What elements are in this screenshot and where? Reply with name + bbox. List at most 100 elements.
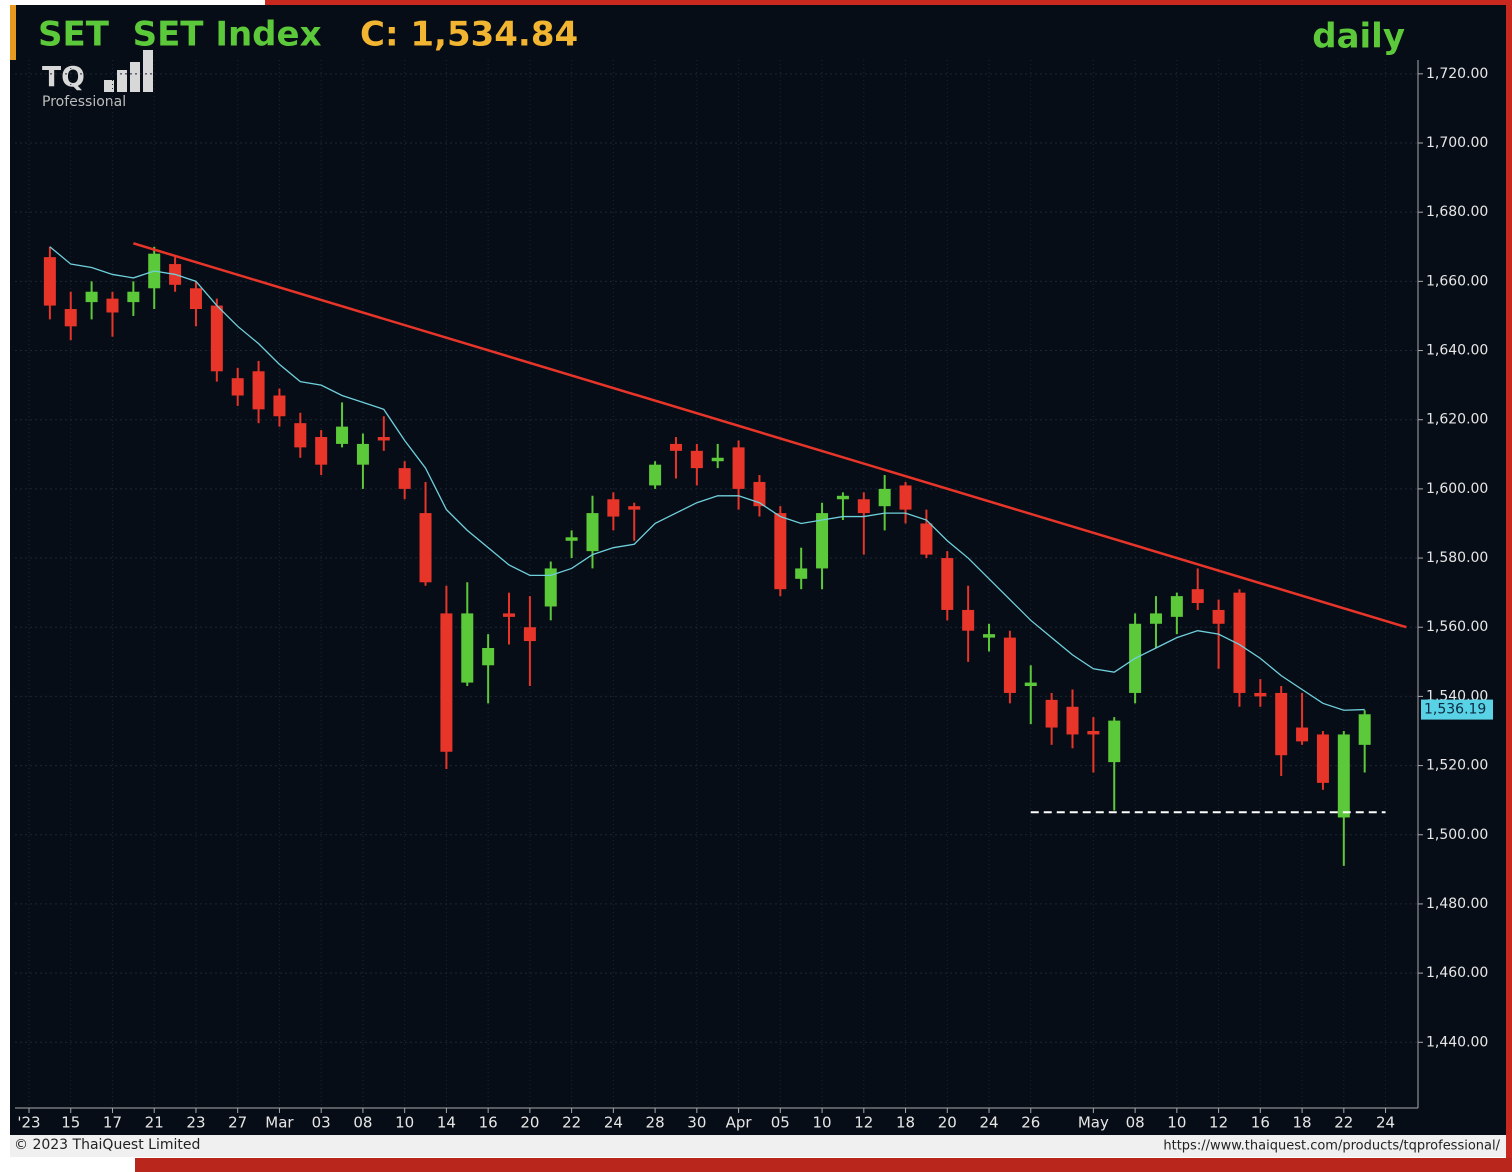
candle-body (1045, 699, 1058, 728)
chart-title: SET SET Index (38, 15, 322, 55)
candle-body (440, 613, 453, 752)
candle-body (482, 647, 495, 666)
candle-body (941, 558, 954, 610)
candle-body (1316, 734, 1329, 783)
candle-body (461, 613, 474, 683)
candle-body (189, 288, 202, 310)
footer-right: https://www.thaiquest.com/products/tqpro… (1163, 1139, 1500, 1154)
frame-top (265, 0, 1512, 5)
candle-body (1066, 706, 1079, 735)
x-tick-label: 16 (479, 1114, 498, 1132)
candle-body (816, 513, 829, 569)
candle-body (774, 513, 787, 590)
y-tick-label: 1,680.00 (1426, 204, 1488, 220)
x-tick-label: 03 (312, 1114, 331, 1132)
x-tick-label: 20 (520, 1114, 539, 1132)
frame-right (1506, 0, 1512, 1172)
x-tick-label: 28 (646, 1114, 665, 1132)
chart-background (10, 5, 1506, 1135)
candle-body (1296, 727, 1309, 742)
candle-body (878, 488, 891, 507)
x-tick-label: 21 (145, 1114, 164, 1132)
footer-bar (10, 1135, 1506, 1157)
candle-body (753, 481, 766, 507)
candle-body (857, 499, 870, 514)
x-tick-label: Mar (265, 1114, 294, 1132)
y-tick-label: 1,700.00 (1426, 135, 1488, 151)
candle-body (628, 506, 641, 510)
candle-body (315, 437, 328, 465)
y-tick-label: 1,440.00 (1426, 1034, 1488, 1050)
candle-body (398, 468, 411, 489)
trend-line (132, 242, 1407, 629)
candle-body (586, 513, 599, 552)
y-tick-label: 1,640.00 (1426, 343, 1488, 359)
candle-body (1170, 596, 1183, 617)
plot (15, 60, 1418, 1108)
candle-body (962, 609, 975, 631)
candle-body (523, 627, 536, 642)
candle-body (85, 291, 98, 303)
x-tick-label: 24 (604, 1114, 623, 1132)
x-tick-label: Apr (726, 1114, 753, 1132)
candle-body (1024, 682, 1037, 687)
candle-body (1108, 720, 1121, 763)
candle-body (356, 443, 369, 465)
candle-body (732, 447, 745, 489)
x-tick-label: 18 (896, 1114, 915, 1132)
y-tick-label: 1,560.00 (1426, 619, 1488, 635)
x-tick-label: '23 (17, 1114, 40, 1132)
candle-body (231, 378, 244, 396)
title-value: C: 1,534.84 (360, 15, 578, 55)
title-marker (10, 5, 16, 60)
x-tick-label: 15 (61, 1114, 80, 1132)
x-tick-label: 17 (103, 1114, 122, 1132)
y-tick-label: 1,460.00 (1426, 965, 1488, 981)
candle-body (43, 257, 56, 306)
candle-body (1233, 592, 1246, 693)
moving-average (49, 246, 1365, 711)
candle-body (1358, 714, 1371, 745)
candle-body (565, 537, 578, 541)
candle-body (1087, 730, 1100, 735)
last-value-label: 1,536.19 (1424, 702, 1486, 718)
candle-body (127, 291, 140, 303)
y-tick-label: 1,620.00 (1426, 412, 1488, 428)
y-tick-label: 1,480.00 (1426, 896, 1488, 912)
candle-body (920, 523, 933, 555)
candle-body (210, 305, 223, 372)
x-tick-label: May (1078, 1114, 1109, 1132)
x-tick-label: 22 (1334, 1114, 1353, 1132)
candle-body (649, 464, 662, 486)
x-tick-label: 23 (186, 1114, 205, 1132)
y-tick-label: 1,520.00 (1426, 758, 1488, 774)
footer-left: © 2023 ThaiQuest Limited (14, 1137, 200, 1153)
period: daily (1312, 17, 1405, 57)
candle-body (607, 499, 620, 517)
candle-body (690, 450, 703, 469)
candle-body (795, 568, 808, 579)
x-tick-label: 30 (687, 1114, 706, 1132)
x-tick-label: 16 (1251, 1114, 1270, 1132)
candle-body (1149, 613, 1162, 624)
x-tick-label: 08 (353, 1114, 372, 1132)
x-tick-label: 27 (228, 1114, 247, 1132)
x-tick-label: 10 (395, 1114, 414, 1132)
x-tick-label: 10 (813, 1114, 832, 1132)
candle-body (252, 371, 265, 410)
x-tick-label: 22 (562, 1114, 581, 1132)
candle-body (294, 423, 307, 448)
candle-body (503, 613, 516, 617)
candle-body (1212, 609, 1225, 624)
candle-body (377, 437, 390, 441)
candle-body (1254, 692, 1267, 697)
x-tick-label: 24 (979, 1114, 998, 1132)
logo-icon (104, 50, 153, 92)
candle-body (836, 495, 849, 500)
x-tick-label: 20 (938, 1114, 957, 1132)
x-tick-label: 18 (1293, 1114, 1312, 1132)
candle-body (711, 457, 724, 462)
candle-body (64, 309, 77, 327)
